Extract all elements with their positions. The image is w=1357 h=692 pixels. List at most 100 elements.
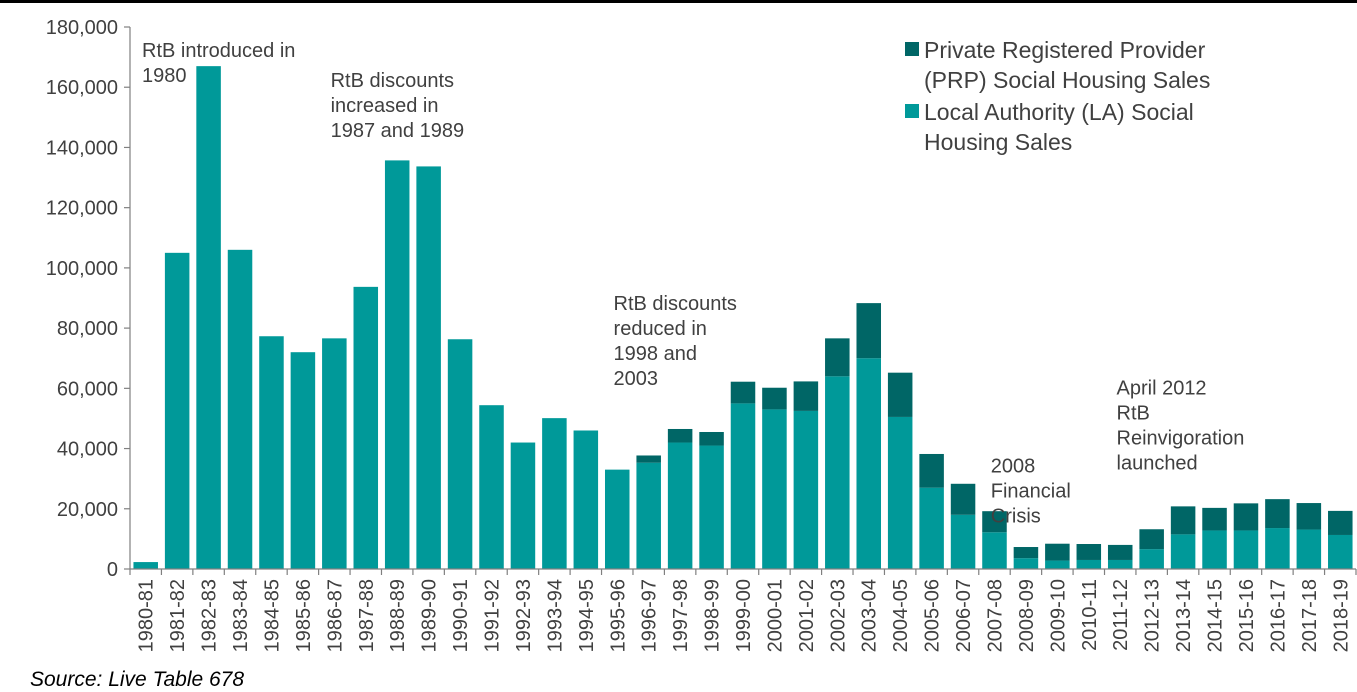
bar-prp-2004-05 — [887, 372, 913, 417]
legend-swatch-prp — [905, 42, 919, 56]
y-tick-label: 40,000 — [57, 439, 118, 461]
bar-la-2011-12 — [1107, 559, 1133, 569]
bar-la-1991-92 — [479, 405, 504, 569]
y-tick-label: 120,000 — [46, 198, 118, 220]
y-tick-label: 80,000 — [57, 318, 118, 340]
bar-la-1980-81 — [133, 562, 158, 569]
bar-prp-2001-02 — [793, 381, 819, 411]
bar-la-1985-86 — [290, 352, 316, 569]
bar-la-1994-95 — [573, 430, 599, 569]
x-tick-label: 1981-82 — [167, 579, 189, 652]
bar-prp-1997-98 — [667, 428, 693, 443]
legend-label-la: Local Authority (LA) Social — [924, 99, 1194, 125]
bars-group — [133, 66, 1353, 570]
x-tick-label: 2012-13 — [1142, 579, 1164, 652]
annotation-3: 2008 Financial Crisis — [991, 456, 1071, 528]
x-tick-label: 2018-19 — [1330, 579, 1352, 652]
bar-prp-2009-10 — [1045, 543, 1070, 561]
bar-prp-2006-07 — [950, 483, 976, 515]
bar-prp-2002-03 — [825, 338, 850, 377]
bar-prp-2007-08 — [982, 511, 1007, 533]
x-tick-label: 2005-06 — [922, 579, 944, 652]
y-tick-label: 100,000 — [46, 258, 118, 280]
bar-prp-2011-12 — [1107, 544, 1133, 560]
x-tick-label: 1993-94 — [544, 579, 566, 652]
annotation-2: RtB discounts reduced in 1998 and 2003 — [614, 293, 737, 390]
bar-la-2017-18 — [1296, 529, 1322, 569]
bar-la-1999-00 — [730, 403, 756, 569]
bar-la-1998-99 — [699, 445, 724, 569]
bar-la-2014-15 — [1202, 530, 1227, 569]
bar-la-1992-93 — [510, 442, 536, 569]
bar-prp-2012-13 — [1139, 529, 1164, 550]
y-axis-labels: 0 20,000 40,000 60,000 80,000 100,000 120,000 1… — [46, 17, 118, 581]
x-tick-label: 2014-15 — [1205, 579, 1227, 652]
x-tick-label: 1984-85 — [261, 579, 283, 652]
x-tick-label: 1983-84 — [230, 579, 252, 652]
x-tick-label: 1999-00 — [733, 579, 755, 652]
bar-prp-2013-14 — [1170, 506, 1196, 535]
bar-la-2001-02 — [793, 410, 819, 569]
bar-prp-2000-01 — [762, 387, 787, 410]
y-tick-label: 0 — [107, 559, 118, 581]
top-border-line — [0, 0, 1357, 3]
bar-la-2018-19 — [1328, 534, 1353, 569]
bar-prp-2017-18 — [1296, 503, 1322, 530]
x-tick-label: 2008-09 — [1016, 579, 1038, 652]
x-tick-label: 1994-95 — [576, 579, 598, 652]
bar-la-1997-98 — [667, 442, 693, 569]
x-tick-label: 1991-92 — [482, 579, 504, 652]
x-tick-label: 2002-03 — [827, 579, 849, 652]
annotation-0: RtB introduced in 1980 — [142, 40, 295, 87]
x-tick-label: 2016-17 — [1267, 579, 1289, 652]
bar-la-2010-11 — [1076, 559, 1102, 569]
bar-prp-2016-17 — [1265, 499, 1290, 529]
bar-la-1982-83 — [196, 66, 221, 570]
bar-la-2000-01 — [762, 409, 787, 569]
bar-la-2012-13 — [1139, 549, 1164, 569]
y-tick-label: 180,000 — [46, 17, 118, 39]
x-tick-label: 1996-97 — [639, 579, 661, 652]
bar-la-2003-04 — [856, 358, 882, 569]
legend-swatch-la — [905, 104, 919, 118]
legend: Private Registered Provider (PRP) Social… — [905, 37, 1210, 155]
bar-la-1987-88 — [353, 286, 379, 569]
bar-prp-1998-99 — [699, 431, 724, 446]
bar-prp-2003-04 — [856, 303, 882, 359]
x-tick-label: 1995-96 — [607, 579, 629, 652]
x-tick-label: 2017-18 — [1299, 579, 1321, 652]
bar-la-1986-87 — [322, 338, 347, 569]
bar-prp-2005-06 — [919, 453, 944, 488]
bar-prp-1999-00 — [730, 381, 756, 404]
bar-la-2015-16 — [1233, 530, 1259, 569]
bar-la-1996-97 — [636, 462, 661, 569]
bar-la-1983-84 — [227, 249, 253, 570]
y-tick-label: 140,000 — [46, 137, 118, 159]
bar-prp-2015-16 — [1233, 503, 1259, 531]
annotation-1: RtB discounts increased in 1987 and 1989 — [331, 70, 464, 142]
bar-la-2007-08 — [982, 532, 1007, 569]
x-tick-label: 1990-91 — [450, 579, 472, 652]
bar-la-1995-96 — [604, 469, 630, 569]
legend-label-prp: Private Registered Provider — [924, 37, 1206, 63]
x-tick-label: 2015-16 — [1236, 579, 1258, 652]
x-tick-label: 2001-02 — [796, 579, 818, 652]
x-tick-label: 2013-14 — [1173, 579, 1195, 652]
x-tick-label: 2011-12 — [1110, 579, 1132, 651]
bar-la-1981-82 — [164, 252, 190, 570]
bar-la-2008-09 — [1013, 558, 1039, 569]
x-tick-label: 2006-07 — [953, 579, 975, 652]
bar-la-2009-10 — [1045, 560, 1070, 569]
y-tick-label: 160,000 — [46, 77, 118, 99]
bar-prp-2008-09 — [1013, 547, 1039, 559]
bar-la-2016-17 — [1265, 528, 1290, 569]
bar-la-1993-94 — [542, 418, 567, 569]
x-axis-labels: 1980-81 1981-82 1982-83 1983-84 1984-85 1985-… — [136, 579, 1353, 652]
bar-la-1984-85 — [259, 336, 284, 569]
x-tick-label: 1987-88 — [356, 579, 378, 652]
bar-prp-2014-15 — [1202, 507, 1227, 531]
x-tick-label: 1992-93 — [513, 579, 535, 652]
bar-prp-2018-19 — [1328, 510, 1353, 535]
x-tick-label: 2000-01 — [764, 579, 786, 652]
